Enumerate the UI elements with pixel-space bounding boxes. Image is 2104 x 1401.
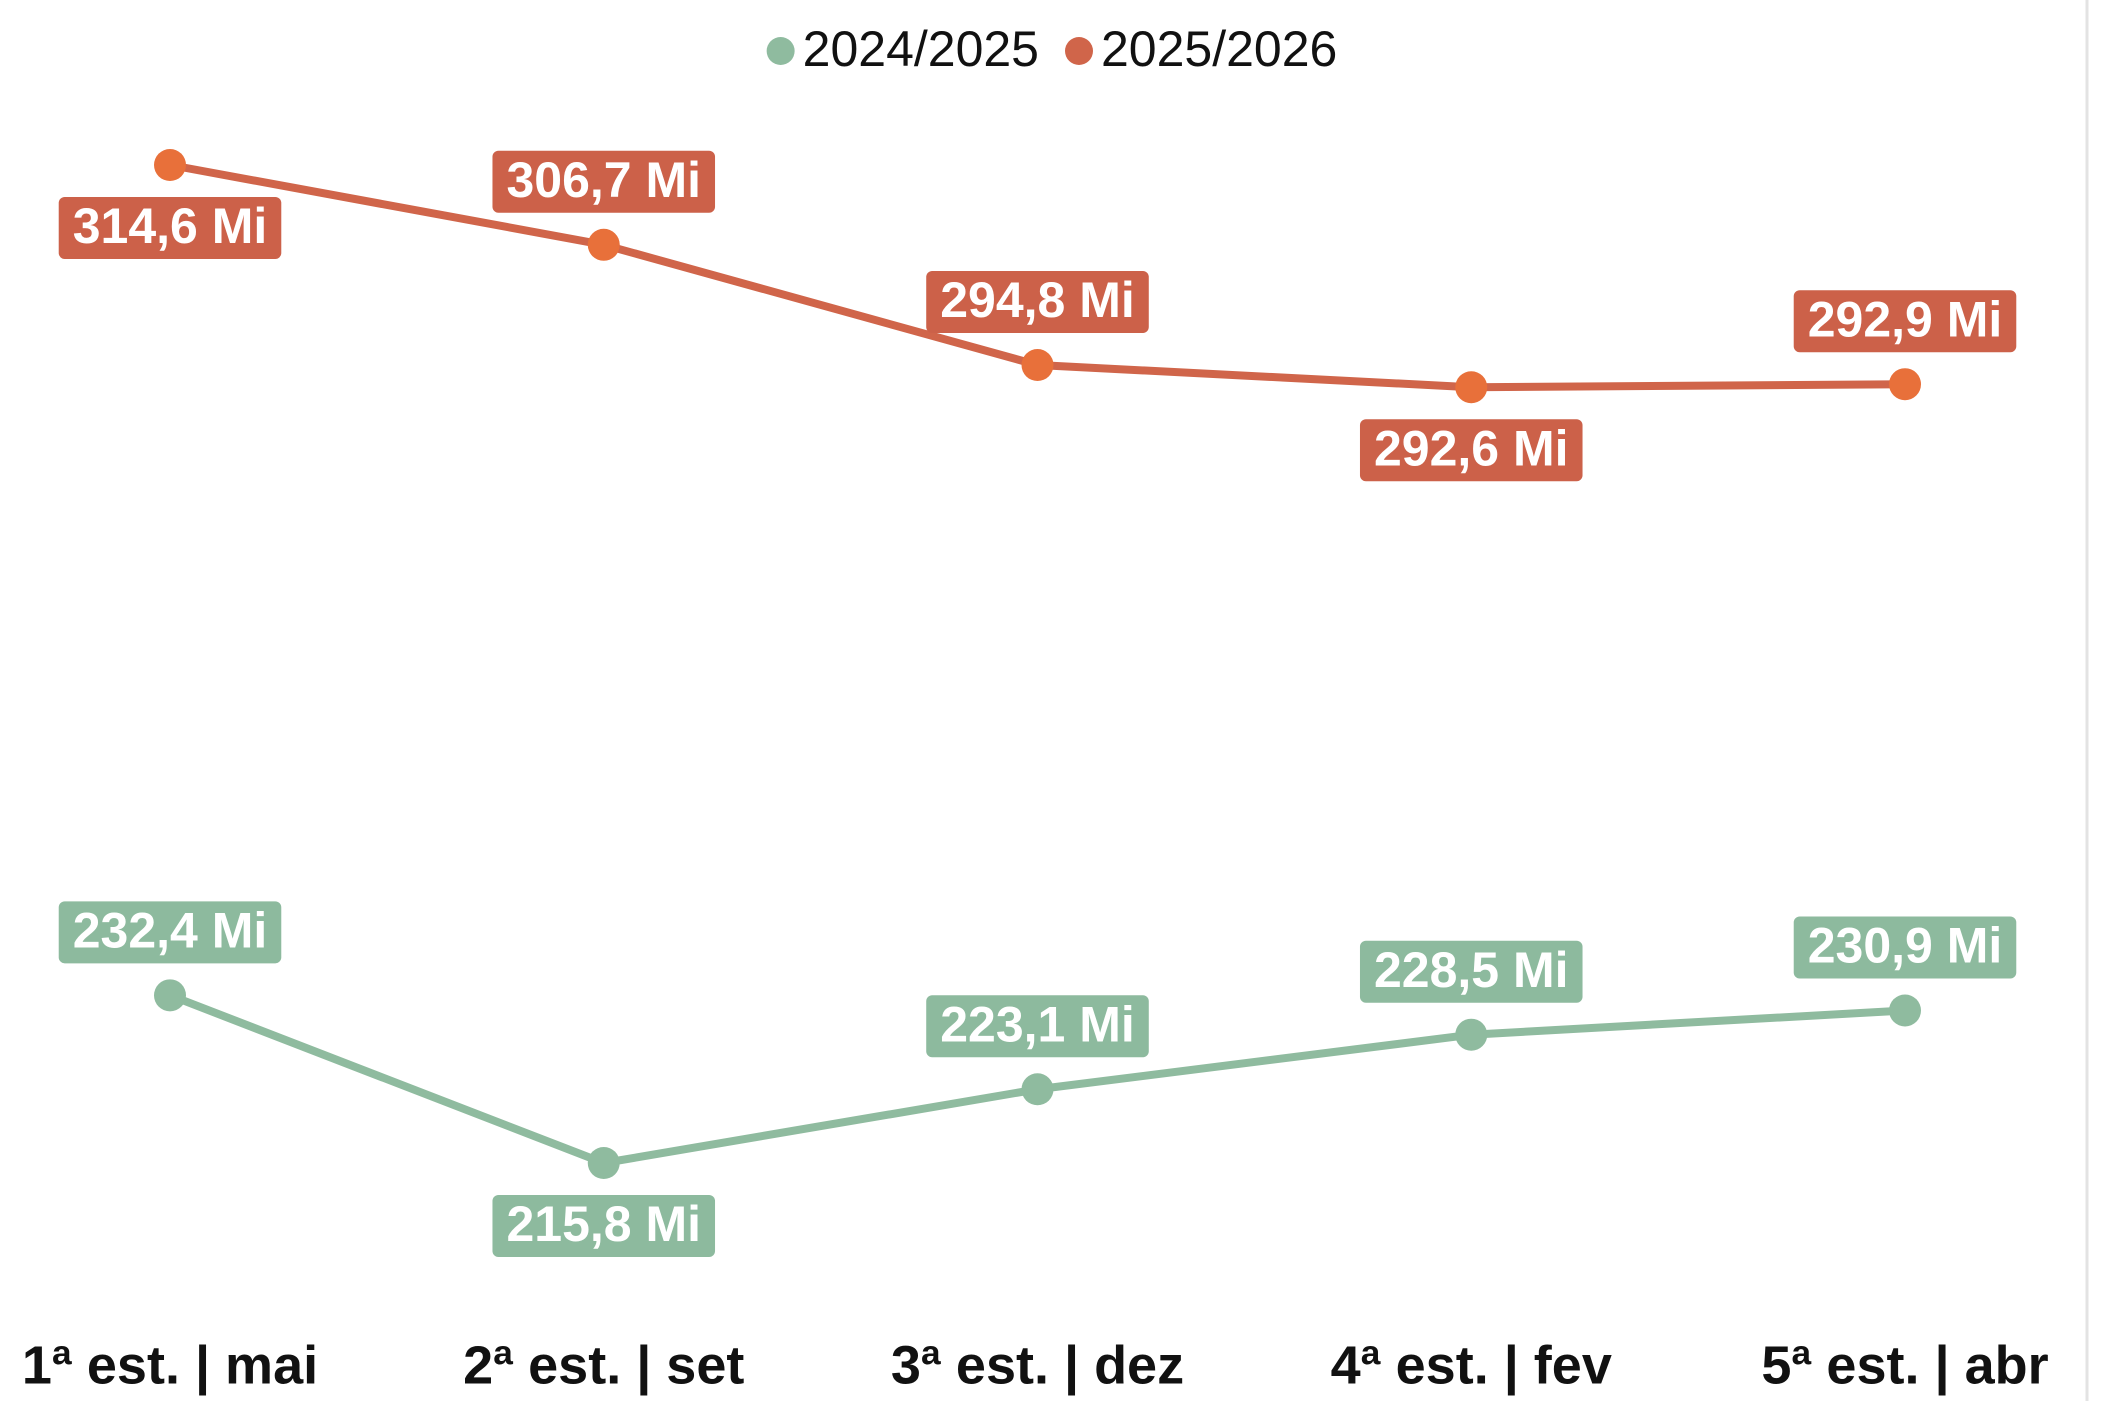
marker	[1455, 371, 1488, 404]
data-label-text: 306,7 Mi	[506, 152, 701, 208]
data-label: 314,6 Mi	[58, 197, 282, 259]
data-label-box	[1793, 916, 2017, 979]
data-label-text: 215,8 Mi	[506, 1196, 701, 1252]
data-label-text: 294,8 Mi	[940, 272, 1135, 328]
x-tick-label: 2ª est. | set	[463, 1335, 744, 1396]
data-label: 294,8 Mi	[926, 271, 1149, 334]
data-label-box	[492, 1195, 716, 1257]
data-label: 232,4 Mi	[58, 901, 282, 964]
marker	[587, 1147, 620, 1179]
marker	[1889, 368, 1921, 401]
marker	[154, 149, 186, 181]
data-label-box	[926, 271, 1149, 334]
data-label: 223,1 Mi	[926, 995, 1149, 1058]
data-label-text: 230,9 Mi	[1808, 918, 2003, 974]
marker	[1021, 349, 1054, 382]
data-label-text: 228,5 Mi	[1374, 942, 1569, 998]
data-label-text: 232,4 Mi	[73, 903, 268, 959]
legend-label: 2025/2026	[1101, 21, 1337, 77]
data-label: 230,9 Mi	[1793, 916, 2017, 979]
legend-marker	[766, 37, 795, 65]
data-label: 292,6 Mi	[1359, 419, 1583, 482]
data-label: 215,8 Mi	[492, 1195, 716, 1257]
data-label: 228,5 Mi	[1359, 940, 1583, 1003]
marker	[1889, 994, 1921, 1027]
marker	[1021, 1073, 1054, 1106]
data-label-box	[926, 995, 1149, 1058]
legend-marker	[1065, 37, 1093, 65]
x-tick-label: 5ª est. | abr	[1761, 1335, 2048, 1396]
data-label-text: 223,1 Mi	[940, 996, 1135, 1052]
data-label: 306,7 Mi	[492, 150, 716, 213]
x-tick-label: 3ª est. | dez	[891, 1335, 1184, 1396]
data-label-text: 292,9 Mi	[1808, 291, 2003, 347]
legend-label: 2024/2025	[803, 21, 1039, 77]
data-label-text: 292,6 Mi	[1374, 420, 1569, 476]
x-tick-label: 1ª est. | mai	[22, 1335, 318, 1396]
marker	[1455, 1018, 1488, 1051]
data-label-box	[58, 197, 282, 259]
marker	[154, 979, 186, 1012]
marker	[587, 228, 620, 261]
data-label-box	[1359, 940, 1583, 1003]
data-label-text: 314,6 Mi	[73, 198, 268, 254]
data-label-box	[58, 901, 282, 964]
data-label-box	[492, 150, 716, 213]
x-tick-label: 4ª est. | fev	[1331, 1335, 1612, 1396]
data-label-box	[1359, 419, 1583, 482]
legend: 2024/2025 2025/2026	[766, 21, 1337, 77]
data-label-box	[1793, 290, 2017, 353]
data-label: 292,9 Mi	[1793, 290, 2017, 353]
